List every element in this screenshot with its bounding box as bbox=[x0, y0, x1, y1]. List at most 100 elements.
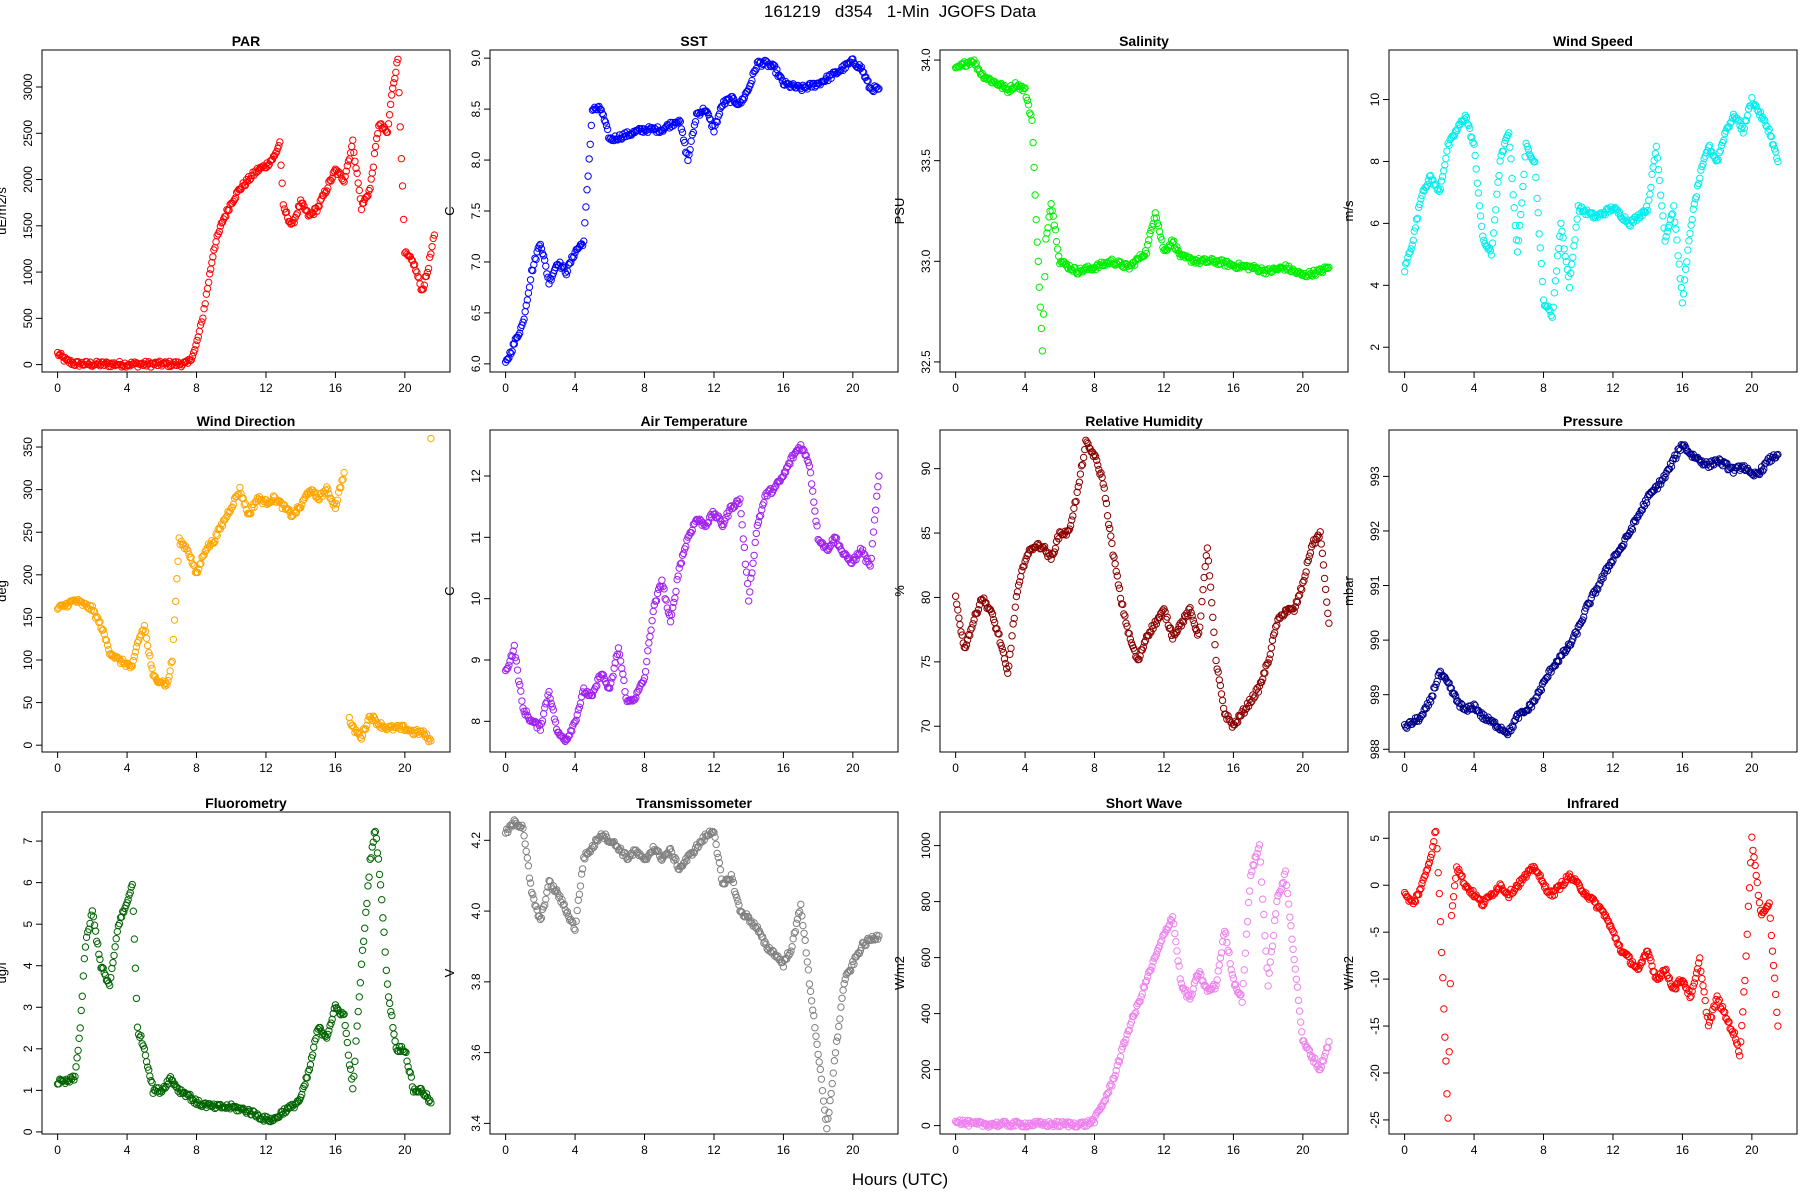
data-point bbox=[653, 589, 662, 598]
data-point bbox=[1566, 269, 1575, 277]
data-point bbox=[687, 137, 695, 145]
x-tick-label: 16 bbox=[1227, 381, 1241, 395]
y-tick-label: 33.0 bbox=[919, 249, 933, 273]
data-point bbox=[1294, 996, 1303, 1005]
data-point bbox=[325, 490, 333, 498]
data-point bbox=[1052, 237, 1061, 246]
data-point bbox=[632, 694, 640, 702]
data-point bbox=[173, 575, 181, 583]
data-point bbox=[1267, 947, 1276, 956]
data-point bbox=[1232, 719, 1241, 727]
data-point bbox=[1702, 1008, 1710, 1017]
data-point bbox=[601, 118, 610, 126]
data-point bbox=[1211, 985, 1219, 993]
x-tick-label: 12 bbox=[1157, 381, 1171, 395]
data-point bbox=[809, 487, 817, 495]
data-point bbox=[526, 276, 535, 284]
data-point bbox=[663, 604, 672, 612]
data-point bbox=[573, 906, 581, 915]
data-point bbox=[198, 318, 206, 326]
data-point bbox=[1152, 951, 1161, 959]
data-point bbox=[1304, 556, 1312, 565]
data-point bbox=[102, 636, 111, 645]
data-point bbox=[1038, 347, 1047, 355]
data-point bbox=[1668, 210, 1677, 218]
data-point bbox=[358, 946, 367, 954]
data-point bbox=[1307, 1054, 1316, 1062]
data-point bbox=[141, 357, 150, 366]
data-point bbox=[1526, 152, 1535, 160]
data-point bbox=[1291, 603, 1299, 611]
data-point bbox=[130, 652, 139, 661]
plot-frame bbox=[41, 811, 451, 1135]
x-tick-label: 4 bbox=[1471, 381, 1478, 395]
y-tick-label: 1 bbox=[21, 1087, 35, 1094]
data-point bbox=[350, 723, 358, 732]
data-point bbox=[1422, 867, 1431, 875]
data-point bbox=[852, 62, 860, 70]
x-tick-label: 8 bbox=[1540, 761, 1547, 775]
data-point bbox=[374, 855, 383, 863]
data-point bbox=[1317, 540, 1326, 548]
data-point bbox=[631, 695, 639, 704]
data-point bbox=[577, 870, 586, 878]
data-point bbox=[353, 1022, 361, 1030]
y-tick-label: 3.8 bbox=[469, 973, 483, 990]
y-axis-label: C bbox=[442, 586, 457, 595]
data-point bbox=[292, 211, 301, 219]
x-tick-label: 12 bbox=[1157, 761, 1171, 775]
data-point bbox=[1477, 709, 1486, 717]
data-point bbox=[1661, 473, 1669, 482]
data-point bbox=[520, 832, 528, 840]
data-point bbox=[1469, 138, 1477, 147]
data-point bbox=[184, 1090, 192, 1099]
data-point bbox=[1154, 222, 1163, 230]
data-point bbox=[1268, 636, 1277, 645]
data-point bbox=[679, 549, 688, 558]
data-point bbox=[1266, 958, 1275, 966]
data-point bbox=[1653, 154, 1662, 162]
data-point bbox=[1744, 902, 1753, 911]
data-point bbox=[1544, 673, 1552, 681]
data-point bbox=[383, 980, 392, 988]
data-point bbox=[1672, 225, 1680, 233]
data-point bbox=[1532, 867, 1540, 875]
data-point bbox=[106, 981, 114, 990]
data-point bbox=[236, 483, 244, 492]
data-point bbox=[1540, 883, 1549, 892]
data-point bbox=[1261, 932, 1269, 940]
data-point bbox=[523, 854, 532, 862]
data-point bbox=[362, 908, 370, 916]
data-point bbox=[1213, 976, 1221, 984]
data-point bbox=[874, 935, 882, 943]
y-tick-label: 500 bbox=[21, 308, 35, 328]
data-point bbox=[1689, 205, 1697, 213]
data-point bbox=[1439, 974, 1447, 982]
data-point bbox=[147, 661, 155, 669]
data-point bbox=[1216, 681, 1225, 690]
y-tick-label: 90 bbox=[919, 462, 933, 476]
data-point bbox=[661, 595, 669, 603]
data-point bbox=[578, 865, 587, 873]
panel-title: Fluorometry bbox=[205, 795, 287, 811]
data-point bbox=[1168, 635, 1177, 643]
data-point bbox=[113, 927, 122, 936]
data-point bbox=[1051, 226, 1060, 234]
y-tick-label: 989 bbox=[1368, 684, 1382, 704]
data-point bbox=[525, 874, 534, 882]
data-point bbox=[827, 1089, 835, 1098]
data-point bbox=[1146, 230, 1154, 238]
data-point bbox=[1074, 482, 1082, 491]
y-tick-label: 4.2 bbox=[469, 832, 483, 849]
data-point bbox=[163, 681, 171, 689]
data-point bbox=[620, 676, 628, 685]
data-point bbox=[505, 354, 513, 362]
data-point bbox=[1436, 667, 1445, 676]
data-point bbox=[1188, 990, 1196, 998]
data-point bbox=[680, 858, 689, 867]
data-point bbox=[1620, 540, 1628, 549]
data-point bbox=[746, 588, 754, 596]
data-point bbox=[1033, 238, 1041, 246]
data-point bbox=[1209, 982, 1217, 990]
data-point bbox=[658, 576, 666, 584]
